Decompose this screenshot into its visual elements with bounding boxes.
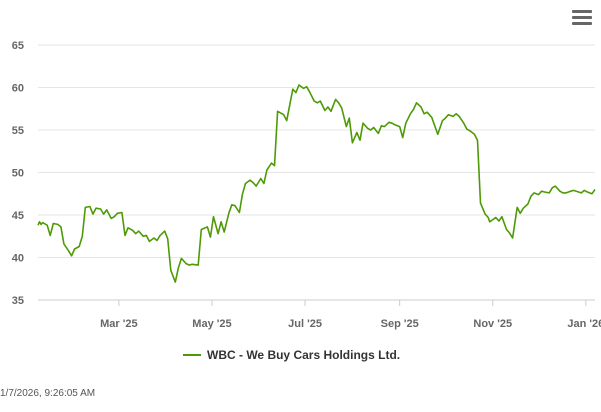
y-axis: 35 40 45 50 55 60 65 [12,40,24,307]
x-tick-label: Jul '25 [288,318,322,330]
x-axis: Mar '25 May '25 Jul '25 Sep '25 Nov '25 Jan '… [38,299,601,330]
y-tick-label: 50 [12,168,24,180]
menu-bar [572,10,592,13]
y-tick-label: 60 [12,83,24,95]
x-tick-label: Mar '25 [100,318,137,330]
y-tick-label: 45 [12,210,24,222]
y-tick-label: 65 [12,40,24,52]
grid [38,44,595,301]
y-tick-label: 40 [12,253,24,265]
menu-bar [572,16,592,19]
series-line [37,84,596,283]
x-tick-label: Nov '25 [473,318,512,330]
legend-label[interactable]: WBC - We Buy Cars Holdings Ltd. [207,348,400,362]
timestamp: 1/7/2026, 9:26:05 AM [0,388,96,399]
menu-bar [572,22,592,25]
y-tick-label: 55 [12,125,24,137]
y-tick-label: 35 [12,295,24,307]
x-tick-label: May '25 [192,318,231,330]
legend[interactable]: WBC - We Buy Cars Holdings Ltd. [183,348,400,362]
x-tick-label: Sep '25 [381,318,419,330]
x-tick-label: Jan '26 [567,318,601,330]
series [37,84,596,283]
hamburger-menu-icon[interactable] [572,10,592,28]
